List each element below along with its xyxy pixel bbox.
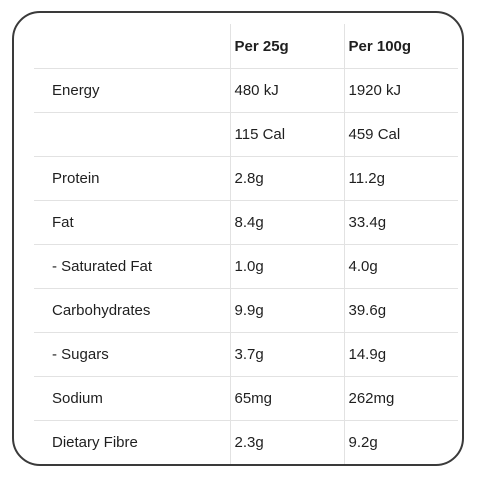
nutrient-label: Sodium bbox=[34, 376, 230, 421]
nutrient-label: Energy bbox=[34, 68, 230, 113]
table-row: Protein 2.8g 11.2g bbox=[34, 156, 458, 201]
value-per-100g: 262mg bbox=[343, 376, 458, 421]
value-per-25g: 1.0g bbox=[229, 244, 344, 289]
nutrient-label bbox=[34, 112, 230, 157]
nutrient-label: Dietary Fibre bbox=[52, 434, 138, 451]
header-per-100g: Per 100g bbox=[343, 24, 458, 69]
table-row: - Saturated Fat 1.0g 4.0g bbox=[34, 244, 458, 289]
nutrient-label: Fat bbox=[34, 200, 230, 245]
value-per-100g: 4.0g bbox=[343, 244, 458, 289]
table-row: Sodium 65mg 262mg bbox=[34, 376, 458, 421]
value-per-25g: 3.7g bbox=[229, 332, 344, 377]
value-per-100g: 33.4g bbox=[343, 200, 458, 245]
value-per-100g: 11.2g bbox=[343, 156, 458, 201]
table-row: Dietary Fibre 2.3g 9.2g bbox=[34, 420, 458, 464]
value-per-25g: 8.4g bbox=[229, 200, 344, 245]
value-per-100g: 14.9g bbox=[343, 332, 458, 377]
table-row: 115 Cal 459 Cal bbox=[34, 112, 458, 157]
table-row: Carbohydrates 9.9g 39.6g bbox=[34, 288, 458, 333]
nutrient-label: - Sugars bbox=[34, 332, 230, 377]
header-nutrient bbox=[34, 24, 230, 69]
table-row: - Sugars 3.7g 14.9g bbox=[34, 332, 458, 377]
table-row: Energy 480 kJ 1920 kJ bbox=[34, 68, 458, 113]
value-per-100g: 9.2g bbox=[343, 420, 458, 464]
nutrient-label: Carbohydrates bbox=[34, 288, 230, 333]
nutrient-label: - Saturated Fat bbox=[34, 244, 230, 289]
value-per-100g: 39.6g bbox=[343, 288, 458, 333]
nutrition-card: Per 25g Per 100g Energy 480 kJ 1920 kJ 1… bbox=[12, 11, 464, 466]
header-per-25g: Per 25g bbox=[229, 24, 344, 69]
nutrition-table: Per 25g Per 100g Energy 480 kJ 1920 kJ 1… bbox=[34, 24, 458, 464]
value-per-25g: 65mg bbox=[229, 376, 344, 421]
value-per-100g: 459 Cal bbox=[343, 112, 458, 157]
value-per-25g: 480 kJ bbox=[229, 68, 344, 113]
value-per-25g: 2.8g bbox=[229, 156, 344, 201]
value-per-25g: 115 Cal bbox=[229, 112, 344, 157]
value-per-100g: 1920 kJ bbox=[343, 68, 458, 113]
header-row: Per 25g Per 100g bbox=[34, 24, 458, 69]
nutrient-label: Protein bbox=[34, 156, 230, 201]
value-per-25g: 2.3g bbox=[229, 420, 344, 464]
table-row: Fat 8.4g 33.4g bbox=[34, 200, 458, 245]
value-per-25g: 9.9g bbox=[229, 288, 344, 333]
